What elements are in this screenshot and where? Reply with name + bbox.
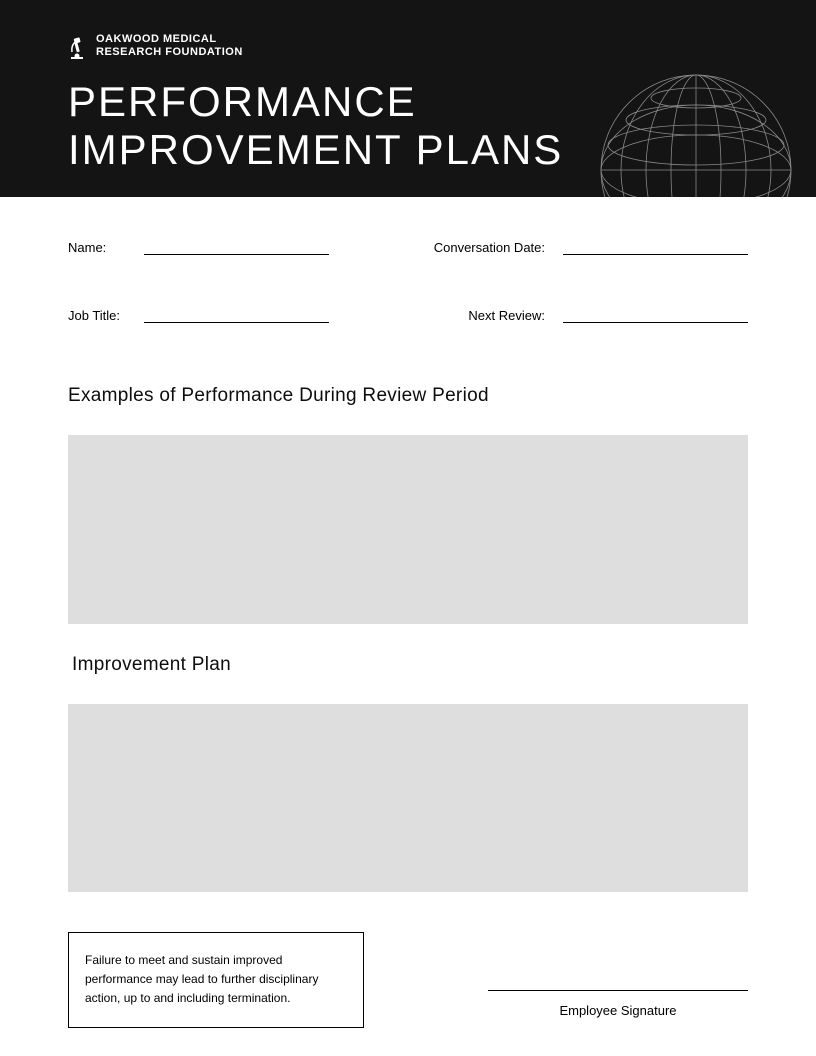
next-review-input-line[interactable] [563,305,748,323]
job-title-input-line[interactable] [144,305,329,323]
signature-label: Employee Signature [488,1003,748,1018]
fields-row-1: Name: Conversation Date: [68,237,748,255]
next-review-field: Next Review: [468,305,748,323]
name-field: Name: [68,237,329,255]
improvement-heading: Improvement Plan [68,654,748,676]
signature-line[interactable] [488,990,748,991]
conversation-date-label: Conversation Date: [434,240,545,255]
name-input-line[interactable] [144,237,329,255]
improvement-textarea[interactable] [68,704,748,892]
fields-row-2: Job Title: Next Review: [68,305,748,323]
examples-textarea[interactable] [68,435,748,624]
job-title-label: Job Title: [68,308,126,323]
name-label: Name: [68,240,126,255]
job-title-field: Job Title: [68,305,329,323]
header: OAKWOOD MEDICAL RESEARCH FOUNDATION PERF… [0,0,816,197]
company-name: OAKWOOD MEDICAL RESEARCH FOUNDATION [96,33,243,59]
examples-heading: Examples of Performance During Review Pe… [68,385,748,407]
company-line2: RESEARCH FOUNDATION [96,46,243,59]
next-review-label: Next Review: [468,308,545,323]
signature-block: Employee Signature [488,990,748,1018]
conversation-date-input-line[interactable] [563,237,748,255]
company-line1: OAKWOOD MEDICAL [96,33,243,46]
microscope-icon [68,32,86,60]
conversation-date-field: Conversation Date: [434,237,748,255]
content: Name: Conversation Date: Job Title: Next… [0,197,816,1028]
disclaimer-box: Failure to meet and sustain improved per… [68,932,364,1028]
globe-icon [596,40,796,197]
